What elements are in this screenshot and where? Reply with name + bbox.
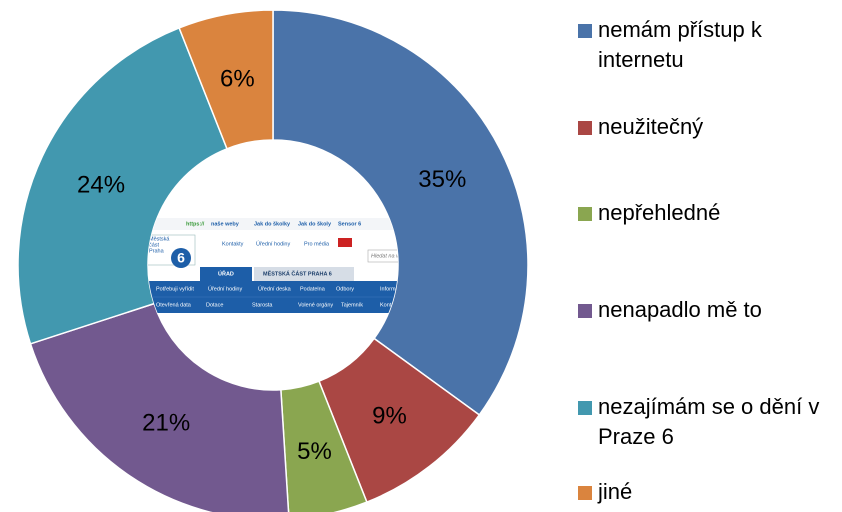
tab-label: ÚŘAD	[218, 269, 234, 277]
page: 35% 9% 5% 21% 24% 6% https:// naše weby Jak do …	[0, 0, 842, 512]
legend-label: neužitečný	[598, 112, 823, 142]
top-link: naše weby	[211, 221, 240, 227]
header-link: Pro média	[304, 241, 330, 247]
value-label: 9%	[372, 402, 407, 429]
legend-swatch	[578, 401, 592, 415]
legend-label: nepřehledné	[598, 198, 823, 228]
legend-swatch	[578, 121, 592, 135]
menu-item: Odbory	[336, 286, 354, 292]
menu-item: Tajemník	[341, 302, 363, 308]
legend-label: jiné	[598, 477, 823, 507]
value-label: 35%	[418, 166, 466, 193]
menu-item: Úřední hodiny	[208, 285, 242, 292]
menu-item: Potřebuji vyřídit	[156, 286, 194, 292]
value-label: 24%	[77, 171, 125, 198]
chart: 35% 9% 5% 21% 24% 6% https:// naše weby Jak do …	[0, 0, 560, 512]
menu-item: Podatelna	[300, 286, 326, 292]
top-link: Jak do školky	[254, 221, 291, 227]
header-link: Úřední hodiny	[256, 240, 290, 247]
flags	[338, 238, 352, 247]
menu-item: Starosta	[252, 302, 273, 308]
top-link: Sensor 6	[338, 221, 361, 227]
menu-item: Otevřená data	[156, 302, 192, 308]
header-link: Kontakty	[222, 241, 244, 247]
tab-label: MĚSTSKÁ ČÁST PRAHA 6	[263, 269, 332, 277]
value-label: 5%	[297, 438, 332, 465]
legend-swatch	[578, 486, 592, 500]
legend-label: nemám přístup k internetu	[598, 15, 823, 75]
legend-swatch	[578, 304, 592, 318]
value-label: 6%	[220, 66, 255, 93]
logo-text: Praha	[149, 248, 165, 254]
legend-label: nenapadlo mě to	[598, 295, 823, 325]
legend-swatch	[578, 207, 592, 221]
menu-item: Dotace	[206, 302, 223, 308]
logo-number: 6	[177, 250, 185, 266]
menu-item: Úřední deska	[258, 285, 292, 292]
legend-swatch	[578, 24, 592, 38]
top-link: https://	[186, 221, 205, 227]
top-link: Jak do školy	[298, 221, 332, 227]
legend-label: nezajímám se o dění v Praze 6	[598, 392, 823, 452]
menu-item: Volené orgány	[298, 302, 333, 308]
value-label: 21%	[142, 409, 190, 436]
